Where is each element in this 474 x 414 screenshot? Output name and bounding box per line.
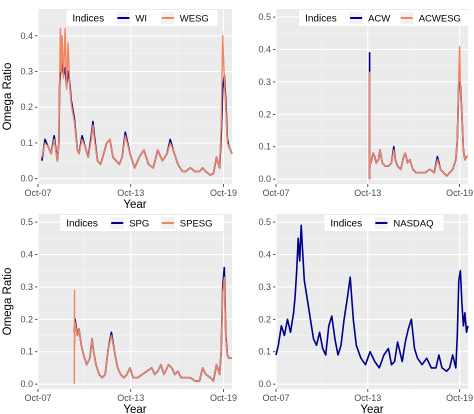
legend-box <box>66 10 218 26</box>
legend-title: Indices <box>66 219 98 230</box>
legend: Indices NASDAQ <box>324 215 444 231</box>
y-tick-label: 0.4 <box>258 45 271 55</box>
legend: Indices ACW ACWESG <box>299 10 469 26</box>
y-axis-label: Omega Ratio <box>2 63 14 131</box>
y-tick-label: 0.0 <box>20 379 33 389</box>
y-tick-label: 0.3 <box>258 282 271 292</box>
series-line-wesg <box>41 27 233 176</box>
y-tick-label: 0.1 <box>20 138 33 148</box>
legend-title: Indices <box>305 14 337 25</box>
y-axis-label: Omega Ratio <box>2 268 14 336</box>
y-tick-label: 0.0 <box>258 379 271 389</box>
legend-label: ACWESG <box>419 14 461 25</box>
legend-item-wi: WI <box>116 12 147 25</box>
legend-label: WI <box>135 14 147 25</box>
y-tick-label: 0.4 <box>258 250 271 260</box>
y-tick-label: 0.1 <box>20 347 33 357</box>
chart-panel-2: 0.0 0.1 0.2 0.3 0.4 0.5 Oct-07 Oct-13 Oct-19 Indi… <box>258 9 473 198</box>
x-tick-label: Oct-13 <box>117 188 144 198</box>
y-tick-label: 0.2 <box>258 109 271 119</box>
legend-item-nasdaq: NASDAQ <box>374 217 434 230</box>
y-tick-label: 0.3 <box>20 67 33 77</box>
series-line-nasdaq <box>275 224 469 372</box>
x-tick-label: Oct-07 <box>24 393 51 403</box>
y-tick-label: 0.4 <box>20 250 33 260</box>
legend-item-acw: ACW <box>349 12 390 25</box>
legend-label: SPG <box>129 219 149 230</box>
y-tick-label: 0.2 <box>20 314 33 324</box>
x-tick-label: Oct-13 <box>354 393 381 403</box>
y-tick-label: 0.4 <box>20 31 33 41</box>
legend-title: Indices <box>72 14 104 25</box>
x-tick-label: Oct-07 <box>24 188 51 198</box>
x-tick-label: Oct-19 <box>210 393 237 403</box>
y-tick-label: 0.0 <box>258 174 271 184</box>
y-tick-label: 0.2 <box>258 314 271 324</box>
y-tick-label: 0.5 <box>258 12 271 22</box>
series-line-spesg <box>73 276 232 385</box>
legend-label: SPESG <box>180 219 213 230</box>
x-tick-label: Oct-13 <box>354 188 381 198</box>
legend-label: WESG <box>180 14 209 25</box>
chart-panel-4: 0.0 0.1 0.2 0.3 0.4 0.5 Oct-07 Oct-13 Oct-19 Year… <box>258 214 473 414</box>
y-tick-label: 0.5 <box>258 217 271 227</box>
x-tick-label: Oct-19 <box>446 393 473 403</box>
y-tick-label: 0.3 <box>20 282 33 292</box>
y-tick-label: 0.1 <box>258 347 271 357</box>
plot-background <box>276 214 468 389</box>
x-axis-label: Year <box>360 404 383 414</box>
x-tick-label: Oct-07 <box>262 393 289 403</box>
legend-item-spesg: SPESG <box>160 217 213 230</box>
chart-panel-1: 0.0 0.1 0.2 0.3 0.4 Oct-07 Oct-13 Oct-19 Year Ome… <box>2 9 237 211</box>
y-tick-label: 0.1 <box>258 142 271 152</box>
legend-box <box>299 10 469 26</box>
legend-label: ACW <box>368 14 390 25</box>
x-tick-label: Oct-13 <box>117 393 144 403</box>
legend: Indices WI WESG <box>66 10 218 26</box>
chart-panel-3: 0.0 0.1 0.2 0.3 0.4 0.5 Oct-07 Oct-13 Oct-19 Year… <box>2 214 237 414</box>
y-tick-label: 0.3 <box>258 77 271 87</box>
x-tick-label: Oct-07 <box>262 188 289 198</box>
x-axis-label: Year <box>123 199 146 211</box>
x-tick-label: Oct-19 <box>446 188 473 198</box>
legend: Indices SPG SPESG <box>60 215 224 231</box>
legend-item-wesg: WESG <box>160 12 209 25</box>
legend-box <box>60 215 224 231</box>
legend-item-acwesg: ACWESG <box>399 12 461 25</box>
y-tick-label: 0.2 <box>20 102 33 112</box>
legend-item-spg: SPG <box>110 217 149 230</box>
y-tick-label: 0.5 <box>20 217 33 227</box>
y-tick-label: 0.0 <box>20 174 33 184</box>
x-tick-label: Oct-19 <box>210 188 237 198</box>
x-axis-label: Year <box>123 404 146 414</box>
plot-background <box>38 214 232 389</box>
series-line-acwesg <box>368 45 468 180</box>
legend-label: NASDAQ <box>393 219 433 230</box>
legend-title: Indices <box>330 219 362 230</box>
